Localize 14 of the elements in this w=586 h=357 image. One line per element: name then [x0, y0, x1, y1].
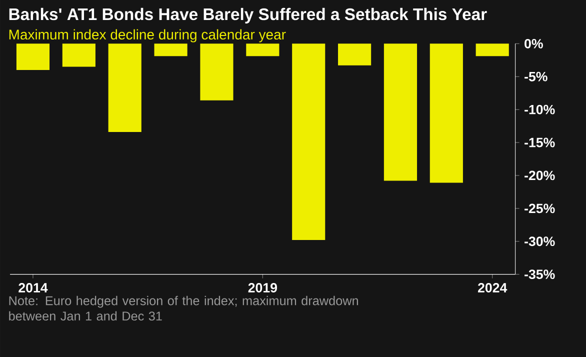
y-tick-label: -30% — [524, 236, 555, 246]
chart-subtitle: Maximum index decline during calendar year — [9, 29, 286, 42]
text: Note: Euro hedged version of the index; maximum drawdown between Jan 1 and Dec 31 — [9, 296, 358, 321]
y-tick-label: -10% — [524, 104, 555, 114]
chart-title: Banks' AT1 Bonds Have Barely Suffered a Setback This Year — [9, 8, 487, 24]
y-tick-label: -35% — [524, 270, 555, 280]
y-tick-label: -20% — [524, 170, 555, 180]
x-tick-label: 2019 — [248, 283, 277, 292]
x-tick-label: 2024 — [478, 283, 508, 292]
y-tick-label: 0% — [524, 38, 543, 48]
y-tick-label: -25% — [524, 204, 555, 214]
y-tick-label: -15% — [524, 138, 555, 148]
x-tick-label: 2014 — [18, 283, 48, 292]
y-tick-label: -5% — [524, 72, 548, 82]
